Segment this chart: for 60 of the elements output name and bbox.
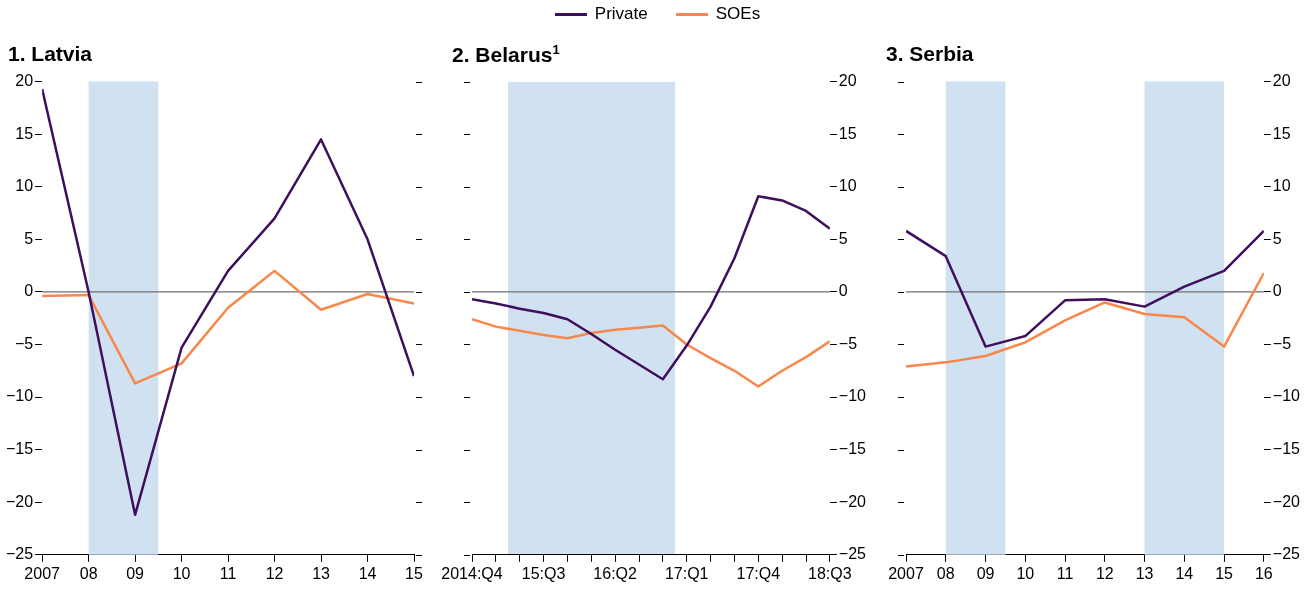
y-tick-label: −20 [1272,492,1301,510]
y-tick-label: −10 [1272,387,1301,405]
chart-title: 2. Belarus$^{1}$ [452,42,560,67]
x-tick-label: 12 [265,564,284,582]
y-tick-label: 15 [15,124,34,142]
y-tick-label: −10 [6,387,34,405]
y-tick-label: 15 [1272,124,1291,142]
x-tick-label: 08 [936,564,955,582]
y-tick-label: −5 [14,334,34,352]
y-tick-label: −15 [838,440,867,458]
y-tick-label: 20 [838,72,857,90]
x-tick-label: 17:Q1 [664,564,709,582]
x-tick-label: 14 [358,564,377,582]
y-tick-label: −25 [1272,545,1301,563]
y-tick-label: 15 [838,124,857,142]
x-tick-label: 13 [312,564,331,582]
x-tick-label: 16 [1254,564,1273,582]
y-tick-label: 10 [15,177,34,195]
x-tick-label: 13 [1135,564,1154,582]
x-tick-label: 10 [1016,564,1035,582]
x-tick-label: 16:Q2 [593,564,638,582]
x-tick-label: 14 [1175,564,1194,582]
x-tick-label: 2007 [888,564,924,582]
y-tick-label: −15 [1272,440,1301,458]
x-tick-label: 09 [976,564,995,582]
y-tick-label: −5 [838,334,858,352]
y-tick-label: −20 [838,492,867,510]
x-tick-label: 11 [1056,564,1074,582]
x-tick-label: 10 [172,564,191,582]
x-tick-label: 15 [405,564,423,582]
x-tick-label: 17:Q4 [736,564,781,582]
y-tick-label: 10 [1272,177,1291,195]
y-tick-label: 5 [24,229,34,247]
y-tick-label: 20 [15,72,34,90]
y-tick-label: 5 [1272,229,1282,247]
x-tick-label: 15 [1215,564,1234,582]
y-tick-label: −20 [6,492,34,510]
x-tick-label: 2007 [24,564,61,582]
x-tick-label: 11 [219,564,237,582]
y-tick-label: −25 [6,545,34,563]
x-tick-label: 18:Q3 [808,564,852,582]
y-tick-label: −10 [838,387,867,405]
x-tick-label: 08 [79,564,98,582]
y-tick-label: 0 [1272,282,1282,300]
y-tick-label: 5 [838,229,848,247]
chart-title: 3. Serbia [886,42,974,66]
x-tick-label: 2014:Q4 [441,564,503,582]
y-tick-label: −15 [6,440,34,458]
x-tick-label: 09 [126,564,145,582]
x-tick-label: 12 [1095,564,1114,582]
legend-label: SOEs [715,4,761,24]
legend-label: Private [594,4,648,24]
y-tick-label: 20 [1272,72,1291,90]
y-tick-label: 10 [838,177,857,195]
y-tick-label: −5 [1272,334,1292,352]
x-tick-label: 15:Q3 [521,564,566,582]
y-tick-label: 0 [24,282,34,300]
y-tick-label: 0 [838,282,848,300]
chart-title: 1. Latvia [8,42,93,66]
y-tick-label: −25 [838,545,867,563]
